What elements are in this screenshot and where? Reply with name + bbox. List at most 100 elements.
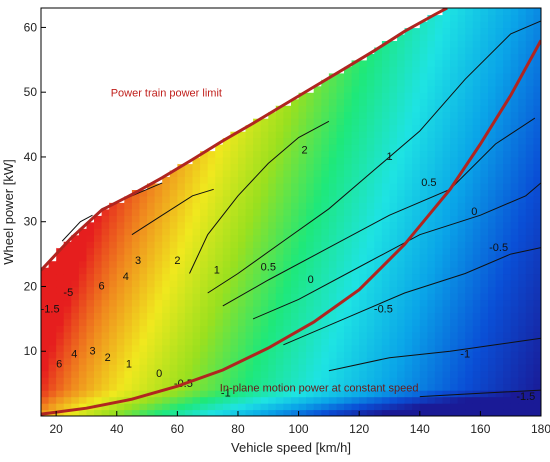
heat-cell bbox=[41, 364, 50, 372]
heat-cell bbox=[78, 331, 88, 339]
heat-cell bbox=[139, 66, 148, 74]
heat-cell bbox=[313, 118, 322, 126]
heat-cell bbox=[510, 59, 519, 67]
heat-cell bbox=[192, 267, 201, 275]
heat-cell bbox=[488, 299, 497, 307]
heat-cell bbox=[238, 202, 247, 210]
heat-cell bbox=[412, 189, 421, 197]
heat-cell bbox=[328, 46, 338, 54]
heat-cell bbox=[215, 305, 224, 313]
heat-cell bbox=[488, 344, 497, 352]
heat-cell bbox=[41, 98, 50, 106]
heat-cell bbox=[109, 195, 118, 203]
heat-cell bbox=[222, 163, 231, 171]
heat-cell bbox=[268, 92, 277, 100]
heat-cell bbox=[298, 85, 307, 93]
heat-cell bbox=[518, 377, 527, 385]
heat-cell bbox=[427, 357, 436, 365]
heat-cell bbox=[457, 53, 466, 61]
heat-cell bbox=[56, 118, 65, 126]
heat-cell bbox=[450, 215, 459, 223]
heat-cell bbox=[169, 118, 178, 126]
heat-cell bbox=[457, 338, 466, 346]
heat-cell bbox=[442, 169, 451, 177]
heat-cell bbox=[328, 105, 338, 113]
heat-cell bbox=[344, 234, 353, 242]
heat-cell bbox=[230, 254, 239, 262]
heat-cell bbox=[397, 124, 406, 132]
heat-cell bbox=[344, 280, 353, 288]
heat-cell bbox=[412, 215, 421, 223]
heat-cell bbox=[381, 325, 391, 333]
heat-cell bbox=[374, 59, 383, 67]
heat-cell bbox=[291, 182, 300, 190]
heat-cell bbox=[465, 150, 474, 158]
heat-cell bbox=[313, 150, 322, 158]
heat-cell bbox=[86, 27, 95, 35]
heat-cell bbox=[162, 312, 171, 320]
heat-cell bbox=[503, 144, 512, 152]
heat-cell bbox=[177, 150, 186, 158]
heat-cell bbox=[253, 8, 262, 16]
heat-cell bbox=[450, 137, 459, 145]
heat-cell bbox=[298, 59, 307, 67]
heat-cell bbox=[139, 357, 148, 365]
heat-cell bbox=[56, 176, 65, 184]
heat-cell bbox=[260, 377, 269, 385]
heat-cell bbox=[328, 27, 338, 35]
heat-cell bbox=[503, 8, 512, 16]
heat-cell bbox=[457, 344, 466, 352]
heat-cell bbox=[124, 40, 133, 48]
plot-frame bbox=[40, 7, 542, 417]
heat-cell bbox=[397, 331, 406, 339]
heat-cell bbox=[192, 157, 201, 165]
heat-cell bbox=[533, 325, 541, 333]
heat-cell bbox=[238, 409, 247, 416]
heat-cell bbox=[101, 27, 110, 35]
heat-cell bbox=[245, 234, 254, 242]
heat-cell bbox=[381, 176, 391, 184]
heat-cell bbox=[518, 383, 527, 391]
heat-cell bbox=[328, 286, 338, 294]
heat-cell bbox=[207, 176, 216, 184]
heat-cell bbox=[374, 234, 383, 242]
contour-label: 4 bbox=[71, 349, 77, 361]
heat-cell bbox=[109, 267, 118, 275]
heat-cell bbox=[200, 98, 209, 106]
heat-cell bbox=[291, 208, 300, 216]
heat-cell bbox=[412, 280, 421, 288]
heat-cell bbox=[283, 280, 292, 288]
heat-cell bbox=[488, 176, 497, 184]
heat-cell bbox=[139, 92, 148, 100]
heat-cell bbox=[495, 228, 504, 236]
heat-cell bbox=[525, 403, 534, 411]
heat-cell bbox=[275, 293, 284, 301]
heat-cell bbox=[207, 351, 216, 359]
heat-cell bbox=[533, 383, 541, 391]
heat-cell bbox=[336, 403, 345, 411]
heat-cell bbox=[139, 33, 148, 41]
heat-cell bbox=[116, 137, 125, 145]
heat-cell bbox=[139, 157, 148, 165]
heat-cell bbox=[434, 396, 444, 404]
heat-cell bbox=[359, 228, 368, 236]
heat-cell bbox=[488, 118, 497, 126]
heat-cell bbox=[457, 66, 466, 74]
heat-cell bbox=[124, 46, 133, 54]
heat-cell bbox=[465, 118, 474, 126]
heat-cell bbox=[101, 85, 110, 93]
heat-cell bbox=[154, 14, 163, 22]
heat-cell bbox=[184, 131, 194, 139]
heat-cell bbox=[169, 79, 178, 87]
heat-cell bbox=[245, 318, 254, 326]
heat-cell bbox=[78, 131, 88, 139]
heat-cell bbox=[200, 221, 209, 229]
heat-cell bbox=[48, 357, 57, 365]
heat-cell bbox=[48, 390, 57, 398]
heat-cell bbox=[336, 260, 345, 268]
heat-cell bbox=[94, 163, 103, 171]
heat-cell bbox=[412, 370, 421, 378]
heat-cell bbox=[503, 293, 512, 301]
heat-cell bbox=[86, 377, 95, 385]
heat-cell bbox=[230, 215, 239, 223]
